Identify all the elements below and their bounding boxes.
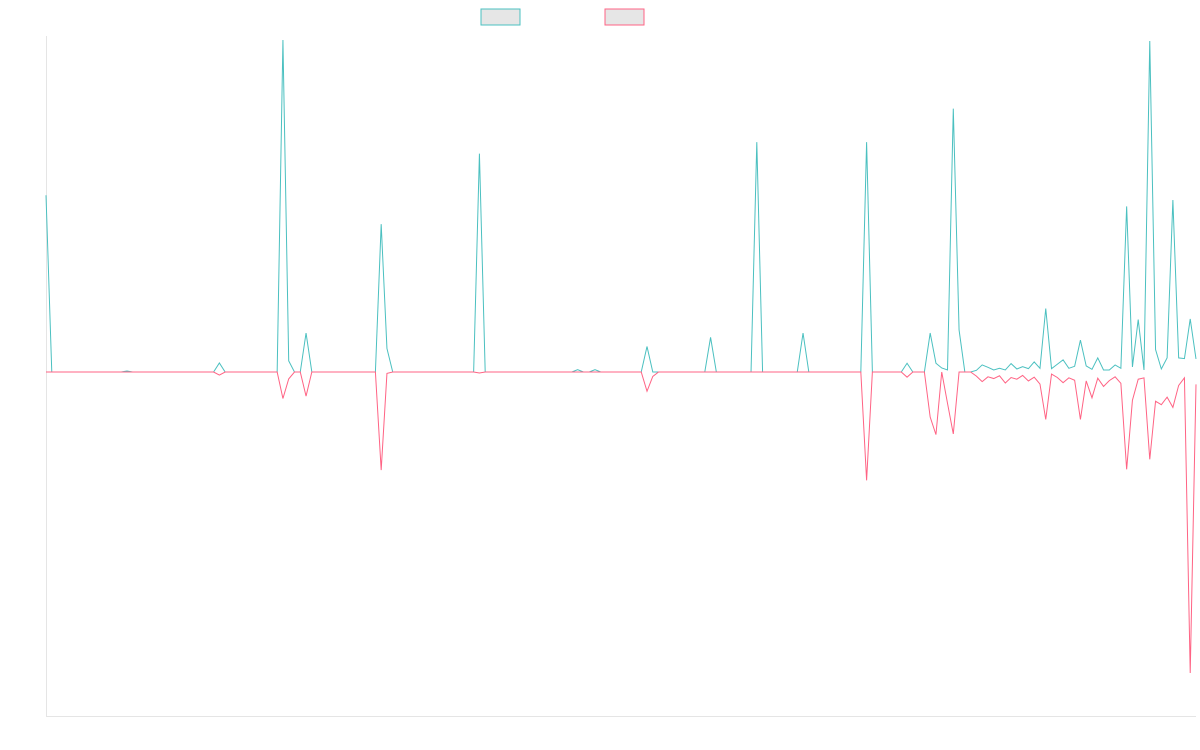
legend-swatch-series-b[interactable]: [604, 8, 645, 26]
series-b-line: [46, 371, 1197, 674]
legend-swatch-series-a[interactable]: [480, 8, 521, 26]
axes: [46, 36, 1196, 717]
legend: [480, 8, 645, 26]
series-a-line: [45, 40, 1197, 373]
series-layer: [45, 40, 1197, 674]
